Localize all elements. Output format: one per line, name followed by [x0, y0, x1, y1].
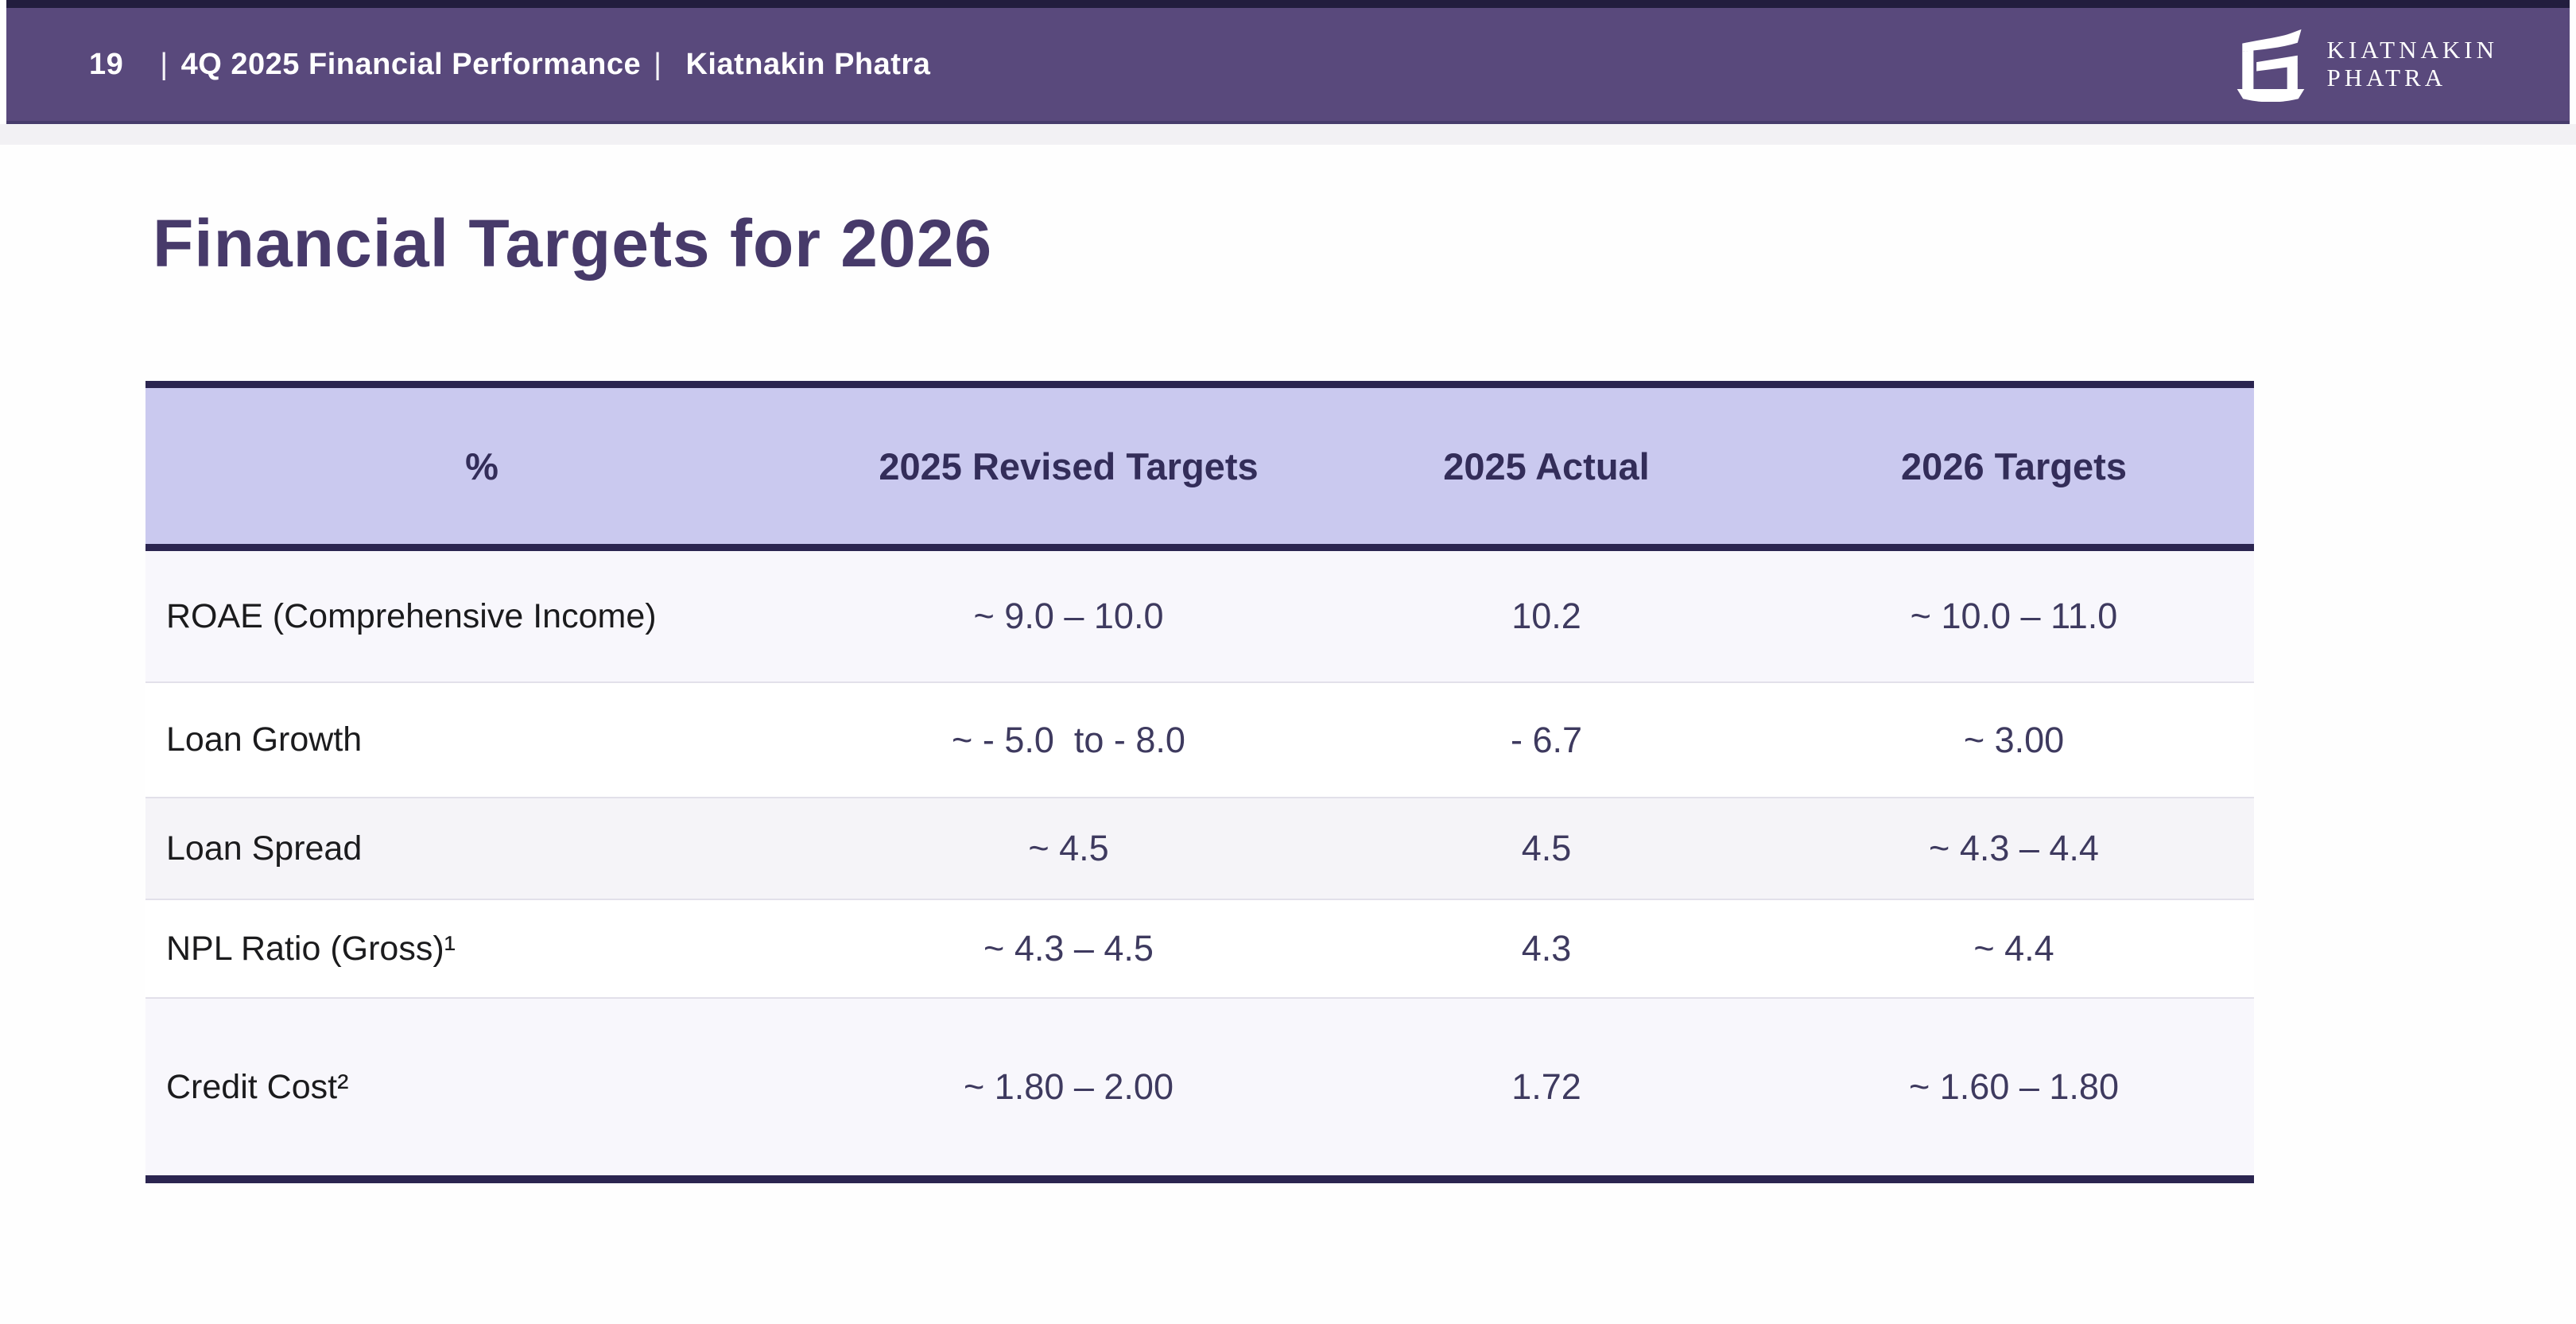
value-2025-actual: 10.2 [1511, 596, 1581, 636]
logo-wordmark-line2: PHATRA [2326, 64, 2447, 91]
value-2026-target: ~ 4.4 [1973, 928, 2054, 969]
presentation-title: 4Q 2025 Financial Performance [180, 47, 642, 81]
value-2025-actual: - 6.7 [1510, 719, 1583, 760]
value-2026-target: ~ 3.00 [1963, 719, 2065, 760]
table-row: Credit Cost² ~ 1.80 – 2.00 1.72 ~ 1.60 –… [145, 999, 2254, 1175]
table-row: ROAE (Comprehensive Income) ~ 9.0 – 10.0… [145, 551, 2254, 683]
bar-separator: | [160, 47, 169, 81]
slide-title: Financial Targets for 2026 [153, 206, 993, 281]
value-2026-target: ~ 10.0 – 11.0 [1910, 596, 2118, 636]
table-row: Loan Growth ~ - 5.0 to - 8.0 - 6.7 ~ 3.0… [145, 683, 2254, 798]
value-2025-actual: 1.72 [1511, 1066, 1581, 1107]
value-2025-revised: ~ 4.3 – 4.5 [983, 928, 1154, 969]
column-header-2025-actual: 2025 Actual [1443, 445, 1650, 487]
value-2025-revised: ~ 4.5 [1028, 828, 1109, 868]
value-2025-actual: 4.5 [1521, 828, 1572, 868]
table-header-row: % 2025 Revised Targets 2025 Actual 2026 … [145, 381, 2254, 551]
company-logo: KIATNAKIN PHATRA [2233, 27, 2498, 102]
column-header-percent: % [465, 445, 499, 487]
brand-name: Kiatnakin Phatra [685, 47, 931, 81]
page-number: 19 [89, 47, 124, 81]
value-2025-actual: 4.3 [1521, 928, 1572, 969]
column-header-2025-revised: 2025 Revised Targets [879, 445, 1259, 487]
metric-label: Loan Spread [166, 829, 363, 868]
metric-label: ROAE (Comprehensive Income) [166, 596, 657, 635]
bar-separator: | [654, 47, 662, 81]
table-row: NPL Ratio (Gross)¹ ~ 4.3 – 4.5 4.3 ~ 4.4 [145, 900, 2254, 999]
metric-label: Loan Growth [166, 720, 363, 759]
financial-targets-table: % 2025 Revised Targets 2025 Actual 2026 … [145, 381, 2254, 1183]
table-body: ROAE (Comprehensive Income) ~ 9.0 – 10.0… [145, 551, 2254, 1183]
top-bar: 19 | 4Q 2025 Financial Performance | Kia… [6, 0, 2570, 124]
value-2026-target: ~ 1.60 – 1.80 [1909, 1066, 2119, 1107]
column-header-2026-targets: 2026 Targets [1901, 445, 2127, 487]
value-2025-revised: ~ - 5.0 to - 8.0 [952, 719, 1185, 760]
logo-wordmark: KIATNAKIN PHATRA [2327, 37, 2498, 91]
kiatnakin-phatra-logo-icon [2233, 27, 2308, 102]
metric-label: NPL Ratio (Gross)¹ [166, 929, 456, 968]
top-bar-text: 19 | 4Q 2025 Financial Performance | Kia… [89, 48, 930, 82]
bar-shadow-strip [0, 124, 2576, 145]
value-2025-revised: ~ 1.80 – 2.00 [964, 1066, 1174, 1107]
value-2025-revised: ~ 9.0 – 10.0 [973, 596, 1164, 636]
value-2026-target: ~ 4.3 – 4.4 [1929, 828, 2099, 868]
table-row: Loan Spread ~ 4.5 4.5 ~ 4.3 – 4.4 [145, 798, 2254, 900]
logo-wordmark-line1: KIATNAKIN [2326, 36, 2498, 64]
metric-label: Credit Cost² [166, 1067, 349, 1106]
